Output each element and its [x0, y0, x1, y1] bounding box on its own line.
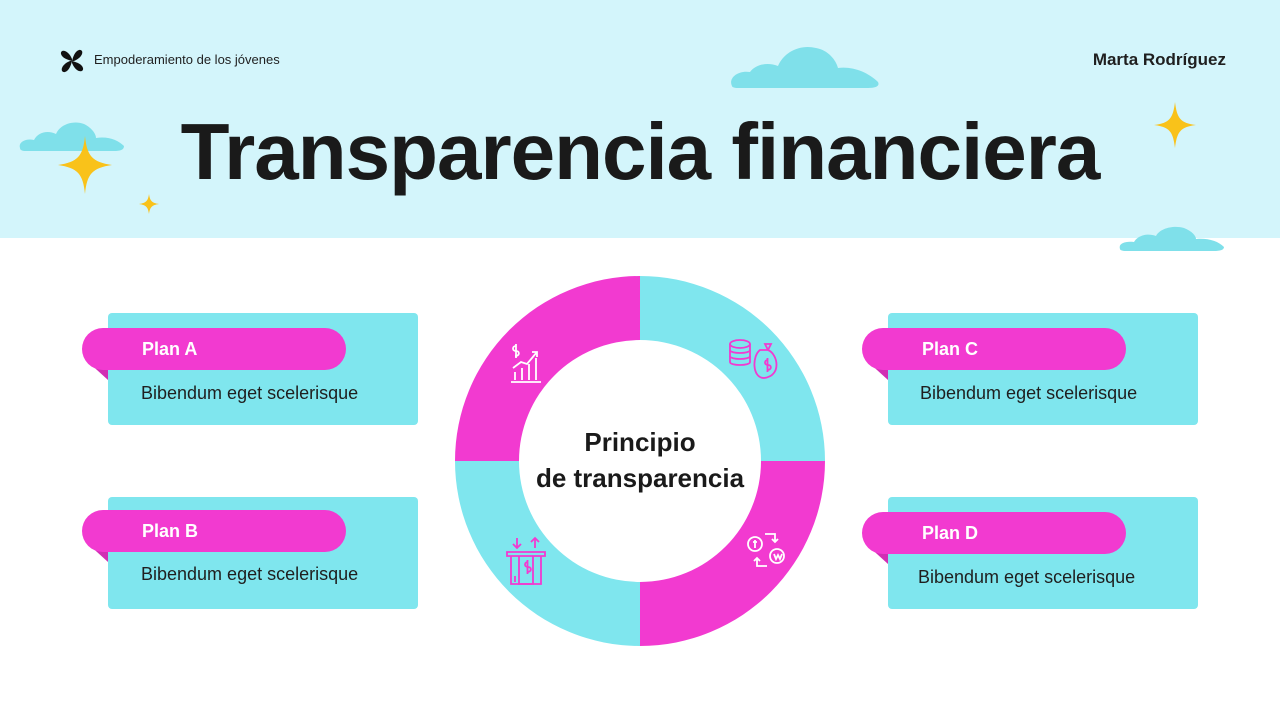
plan-label-pill: Plan D — [862, 512, 1126, 554]
plan-label: Plan A — [142, 339, 198, 359]
sparkle-star-icon — [58, 136, 112, 194]
cloud-icon — [731, 46, 879, 88]
ring-center-text: Principio de transparencia — [505, 424, 775, 497]
plan-description: Bibendum eget scelerisque — [920, 383, 1138, 403]
cloud-icon — [19, 122, 125, 151]
clover-logo-icon — [60, 49, 84, 73]
plan-description: Bibendum eget scelerisque — [141, 383, 359, 403]
plan-description: Bibendum eget scelerisque — [141, 564, 359, 584]
ring-segment-top-left — [455, 276, 640, 461]
plan-label-pill: Plan A — [82, 328, 346, 370]
ring-segment-bottom-right — [640, 461, 825, 646]
ring-segment-top-right — [640, 276, 825, 461]
sparkle-star-icon — [139, 194, 159, 214]
plan-label: Plan C — [922, 339, 979, 359]
plan-label-pill: Plan C — [862, 328, 1126, 370]
ring-segment-bottom-left — [455, 461, 640, 646]
plan-description: Bibendum eget scelerisque — [918, 567, 1136, 587]
header-band — [0, 0, 1280, 238]
plan-label: Plan D — [922, 523, 979, 543]
center-line-1: Principio — [584, 427, 696, 457]
cash-box-icon — [506, 536, 546, 585]
plan-label: Plan B — [142, 521, 199, 541]
growth-chart-icon — [511, 344, 541, 383]
cloud-icon — [1119, 226, 1224, 251]
money-exchange-icon — [747, 533, 785, 567]
transparency-ring — [455, 276, 825, 646]
money-bag-coins-icon — [729, 339, 778, 379]
brand-name: Empoderamiento de los jóvenes — [94, 52, 280, 67]
page-title: Transparencia financiera — [180, 107, 1101, 196]
plan-label-pill: Plan B — [82, 510, 346, 552]
author-name: Marta Rodríguez — [1092, 50, 1226, 69]
sparkle-star-icon — [1154, 102, 1196, 148]
center-line-2: de transparencia — [535, 463, 745, 494]
